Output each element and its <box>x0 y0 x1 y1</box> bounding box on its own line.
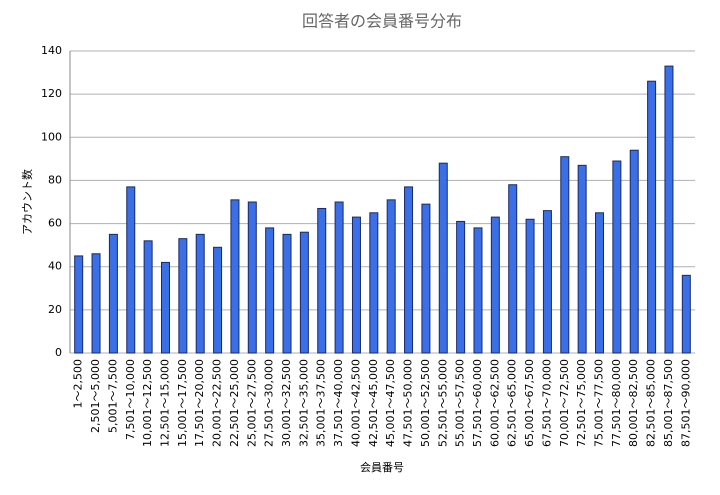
bar <box>438 162 448 354</box>
bar <box>525 218 535 354</box>
x-tick-label: 40,001～42,500 <box>349 359 362 447</box>
bar <box>369 212 379 354</box>
y-tick-label: 140 <box>41 44 62 57</box>
bar <box>143 240 153 354</box>
bar <box>91 253 101 354</box>
x-tick-label: 65,001～67,500 <box>523 359 536 447</box>
bar <box>230 199 240 354</box>
bar <box>299 231 309 354</box>
bar <box>160 261 170 354</box>
x-tick-label: 20,001～22,500 <box>211 359 224 447</box>
x-tick-label: 60,001～62,500 <box>488 359 501 447</box>
y-tick-label: 20 <box>48 303 62 316</box>
x-tick-label: 85,001～87,500 <box>662 359 675 447</box>
x-axis-title: 会員番号 <box>360 461 404 474</box>
y-tick-label: 80 <box>48 173 62 186</box>
x-tick-label: 10,001～12,500 <box>141 359 154 447</box>
y-tick-label: 100 <box>41 130 62 143</box>
x-tick-label: 7,501～10,000 <box>124 359 137 440</box>
x-tick-label: 50,001～52,500 <box>419 359 432 447</box>
bar <box>508 184 518 354</box>
x-tick-label: 25,001～27,500 <box>245 359 258 447</box>
x-tick-label: 45,001～47,500 <box>384 359 397 447</box>
bar <box>577 164 587 354</box>
x-tick-label: 1～2,500 <box>72 359 85 409</box>
bar <box>317 207 327 354</box>
bar <box>247 201 257 354</box>
y-tick-label: 60 <box>48 217 62 230</box>
bar <box>629 149 639 354</box>
y-tick-label: 0 <box>55 346 62 359</box>
x-tick-label: 87,501～90,000 <box>679 359 692 447</box>
bar <box>490 216 500 354</box>
x-tick-label: 52,501～55,000 <box>436 359 449 447</box>
bar <box>386 199 396 354</box>
x-tick-label: 2,501～5,000 <box>89 359 102 433</box>
bar <box>612 160 622 354</box>
bar <box>213 246 223 354</box>
x-tick-label: 75,001～77,500 <box>593 359 606 447</box>
x-tick-label: 72,501～75,000 <box>575 359 588 447</box>
x-tick-label: 47,501～50,000 <box>402 359 415 447</box>
bar <box>456 220 466 354</box>
x-tick-label: 27,501～30,000 <box>263 359 276 447</box>
x-tick-label: 67,501～70,000 <box>540 359 553 447</box>
bar <box>404 186 414 354</box>
bar <box>74 255 84 354</box>
x-tick-label: 77,501～80,000 <box>610 359 623 447</box>
bar <box>282 233 292 354</box>
x-tick-label: 80,001～82,500 <box>627 359 640 447</box>
bar <box>421 203 431 354</box>
x-tick-label: 57,501～60,000 <box>471 359 484 447</box>
x-tick-label: 32,501～35,000 <box>297 359 310 447</box>
bar <box>560 156 570 354</box>
y-axis-title: アカウント数 <box>21 169 34 235</box>
chart-title: 回答者の会員番号分布 <box>302 12 462 31</box>
bar <box>195 233 205 354</box>
bar <box>681 274 691 354</box>
bar <box>108 233 118 354</box>
bar <box>334 201 344 354</box>
bar <box>473 227 483 354</box>
bar <box>647 80 657 354</box>
bar <box>351 216 361 354</box>
x-tick-label: 5,001～7,500 <box>106 359 119 433</box>
bar <box>595 212 605 354</box>
x-tick-label: 42,501～45,000 <box>367 359 380 447</box>
x-tick-label: 22,501～25,000 <box>228 359 241 447</box>
bar <box>542 210 552 354</box>
y-tick-label: 40 <box>48 260 62 273</box>
x-tick-label: 55,001～57,500 <box>454 359 467 447</box>
x-tick-label: 62,501～65,000 <box>506 359 519 447</box>
bar <box>178 238 188 354</box>
bar <box>126 186 136 354</box>
x-tick-label: 30,001～32,500 <box>280 359 293 447</box>
y-tick-label: 120 <box>41 87 62 100</box>
x-tick-label: 15,001～17,500 <box>176 359 189 447</box>
bar <box>664 65 674 354</box>
x-tick-label: 37,501～40,000 <box>332 359 345 447</box>
x-tick-label: 82,501～85,000 <box>645 359 658 447</box>
x-tick-label: 17,501～20,000 <box>193 359 206 447</box>
x-tick-label: 12,501～15,000 <box>158 359 171 447</box>
bar <box>265 227 275 354</box>
x-tick-label: 70,001～72,500 <box>558 359 571 447</box>
x-tick-label: 35,001～37,500 <box>315 359 328 447</box>
